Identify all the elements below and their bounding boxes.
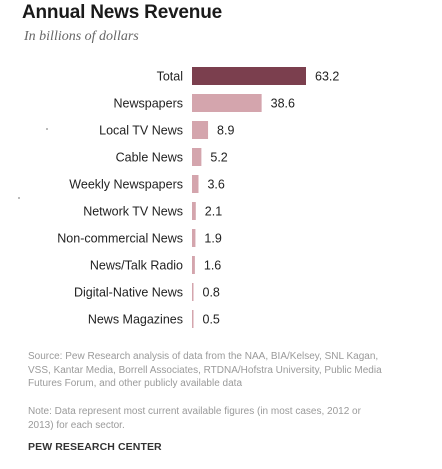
bar-digital-native-news xyxy=(192,283,194,301)
bar-local-tv-news xyxy=(192,121,209,139)
value-label-cable-news: 5.2 xyxy=(210,151,227,165)
value-label-news-magazines: 0.5 xyxy=(203,313,220,327)
data-note: Note: Data represent most current availa… xyxy=(28,406,361,431)
bar-weekly-newspapers xyxy=(192,175,199,193)
bar-news-talk-radio xyxy=(192,256,195,274)
value-label-local-tv-news: 8.9 xyxy=(217,124,234,138)
category-label-cable-news: Cable News xyxy=(116,151,183,165)
source-note: Source: Pew Research analysis of data fr… xyxy=(28,351,382,389)
category-label-non-commercial-news: Non-commercial News xyxy=(57,232,183,246)
category-label-weekly-newspapers: Weekly Newspapers xyxy=(69,178,183,192)
value-label-total: 63.2 xyxy=(315,70,339,84)
value-label-newspapers: 38.6 xyxy=(271,97,295,111)
category-label-digital-native-news: Digital-Native News xyxy=(74,286,183,300)
bar-news-magazines xyxy=(192,310,194,328)
chart-subtitle: In billions of dollars xyxy=(24,29,139,44)
stray-dot xyxy=(46,128,48,130)
bar-newspapers xyxy=(192,94,262,112)
category-label-network-tv-news: Network TV News xyxy=(83,205,183,219)
bar-total xyxy=(192,67,306,85)
bar-chart: Total 63.2 Newspapers 38.6 Local TV News 8.9 C… xyxy=(57,67,339,328)
category-label-total: Total xyxy=(157,70,183,84)
bar-non-commercial-news xyxy=(192,229,196,247)
value-label-news-talk-radio: 1.6 xyxy=(204,259,221,273)
bar-network-tv-news xyxy=(192,202,196,220)
organization-credit: PEW RESEARCH CENTER xyxy=(28,441,162,453)
value-label-weekly-newspapers: 3.6 xyxy=(207,178,224,192)
category-label-local-tv-news: Local TV News xyxy=(99,124,183,138)
stray-dot xyxy=(18,197,20,199)
category-label-news-talk-radio: News/Talk Radio xyxy=(90,259,183,273)
bar-cable-news xyxy=(192,148,202,166)
category-label-newspapers: Newspapers xyxy=(114,97,183,111)
value-label-digital-native-news: 0.8 xyxy=(203,286,220,300)
category-label-news-magazines: News Magazines xyxy=(88,313,183,327)
chart-title: Annual News Revenue xyxy=(22,2,222,23)
value-label-network-tv-news: 2.1 xyxy=(205,205,222,219)
value-label-non-commercial-news: 1.9 xyxy=(204,232,221,246)
